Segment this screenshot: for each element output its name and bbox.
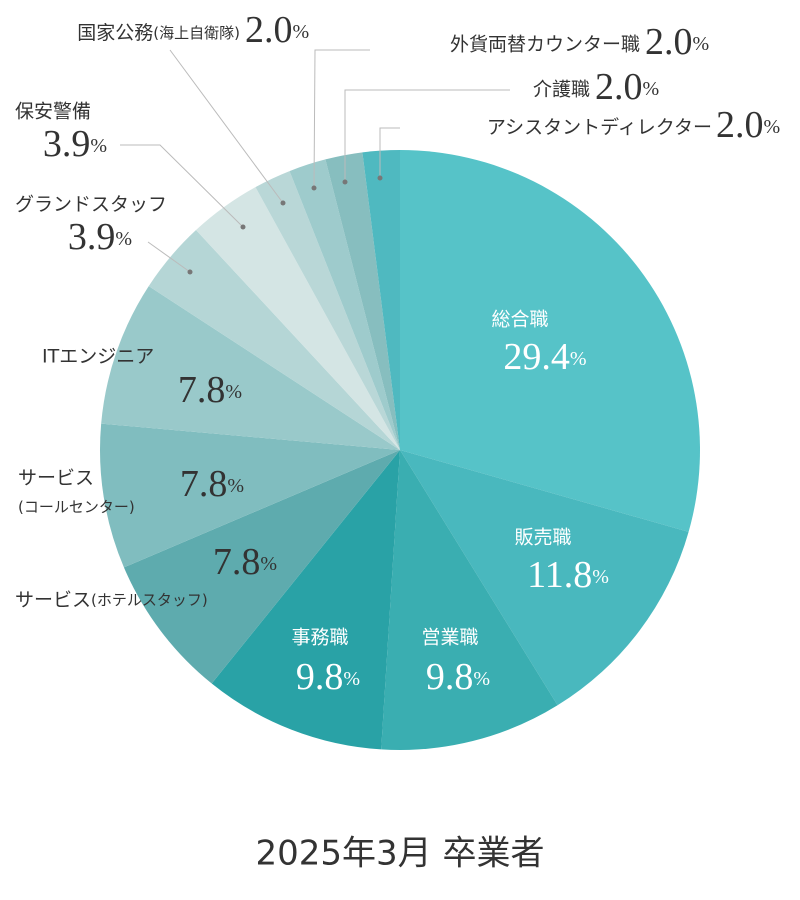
value-label: 2.0%	[645, 21, 709, 63]
pie-slice	[381, 450, 558, 750]
pie-slice	[289, 159, 400, 450]
pie-slice	[101, 286, 401, 450]
pie	[99, 150, 700, 750]
category-label: 販売職	[514, 527, 571, 549]
value-unit: %	[225, 381, 242, 403]
value-number: 11.8	[527, 554, 592, 596]
value-unit: %	[693, 33, 710, 55]
value-label: 2.0%	[595, 66, 659, 108]
category-label: 総合職	[491, 309, 548, 331]
value-label: 7.8%	[180, 463, 244, 505]
value-label: 9.8%	[426, 656, 490, 698]
leader-dot	[342, 179, 348, 185]
value-number: 7.8	[180, 463, 228, 505]
leader-line	[344, 89, 510, 182]
value-label: 3.9%	[43, 123, 107, 165]
pie-slice	[123, 450, 400, 684]
pie-slice	[211, 450, 400, 750]
pie-slice	[99, 423, 400, 568]
value-unit: %	[592, 566, 609, 588]
leader-dot	[311, 185, 317, 191]
leader-line	[147, 241, 191, 273]
value-number: 2.0	[716, 104, 764, 146]
labels: 総合職 29.4% 販売職 11.8% 営業職 9.8% 事務職 9.8% サービス(ホテルスタ…	[15, 9, 780, 698]
leader-line	[313, 49, 370, 189]
pie-slice	[196, 187, 400, 450]
pie-slice	[148, 230, 400, 450]
value-unit: %	[473, 668, 490, 690]
value-unit: %	[260, 553, 277, 575]
value-number: 9.8	[296, 656, 344, 698]
pie-slice	[400, 150, 700, 532]
category-label: サービス(コールセンター)	[18, 467, 135, 516]
value-number: 3.9	[68, 216, 116, 258]
leader-dot	[240, 224, 246, 230]
category-label: 外貨両替カウンター職	[450, 34, 640, 56]
value-number: 7.8	[213, 541, 261, 583]
pie-slice	[362, 150, 400, 450]
value-number: 2.0	[595, 66, 643, 108]
value-number: 9.8	[426, 656, 474, 698]
value-unit: %	[343, 668, 360, 690]
leader-line	[169, 49, 284, 204]
value-number: 3.9	[43, 123, 91, 165]
leader-dot	[377, 175, 383, 181]
value-label: 29.4%	[503, 336, 586, 378]
category-label: サービス(ホテルスタッフ)	[15, 589, 208, 611]
leader-dot	[187, 269, 193, 275]
value-unit: %	[764, 116, 781, 138]
category-label: 国家公務(海上自衛隊)	[77, 22, 240, 44]
category-label: 介護職	[533, 79, 590, 101]
value-unit: %	[115, 228, 132, 250]
value-number: 2.0	[645, 21, 693, 63]
value-number: 7.8	[178, 369, 226, 411]
category-label: グランドスタッフ	[15, 194, 167, 216]
value-unit: %	[227, 475, 244, 497]
value-label: 2.0%	[716, 104, 780, 146]
value-label: 9.8%	[296, 656, 360, 698]
category-label: 営業職	[421, 627, 478, 649]
value-label: 3.9%	[68, 216, 132, 258]
value-label: 2.0%	[245, 9, 309, 51]
leader-line	[120, 144, 244, 228]
category-label: ITエンジニア	[42, 346, 154, 368]
category-label: 保安警備	[15, 101, 91, 123]
value-label: 7.8%	[178, 369, 242, 411]
pie-slice	[325, 152, 400, 450]
value-unit: %	[90, 135, 107, 157]
pie-slice	[400, 450, 689, 706]
pie-slice	[255, 171, 400, 450]
value-unit: %	[293, 21, 310, 43]
leader-dot	[280, 200, 286, 206]
leader-line	[379, 127, 400, 178]
value-number: 2.0	[245, 9, 293, 51]
value-label: 11.8%	[527, 554, 609, 596]
value-unit: %	[570, 348, 587, 370]
chart-title: 2025年3月 卒業者	[256, 834, 545, 874]
category-label: アシスタントディレクター	[487, 117, 712, 139]
value-label: 7.8%	[213, 541, 277, 583]
category-label: 事務職	[291, 627, 348, 649]
value-unit: %	[643, 78, 660, 100]
value-number: 29.4	[503, 336, 570, 378]
